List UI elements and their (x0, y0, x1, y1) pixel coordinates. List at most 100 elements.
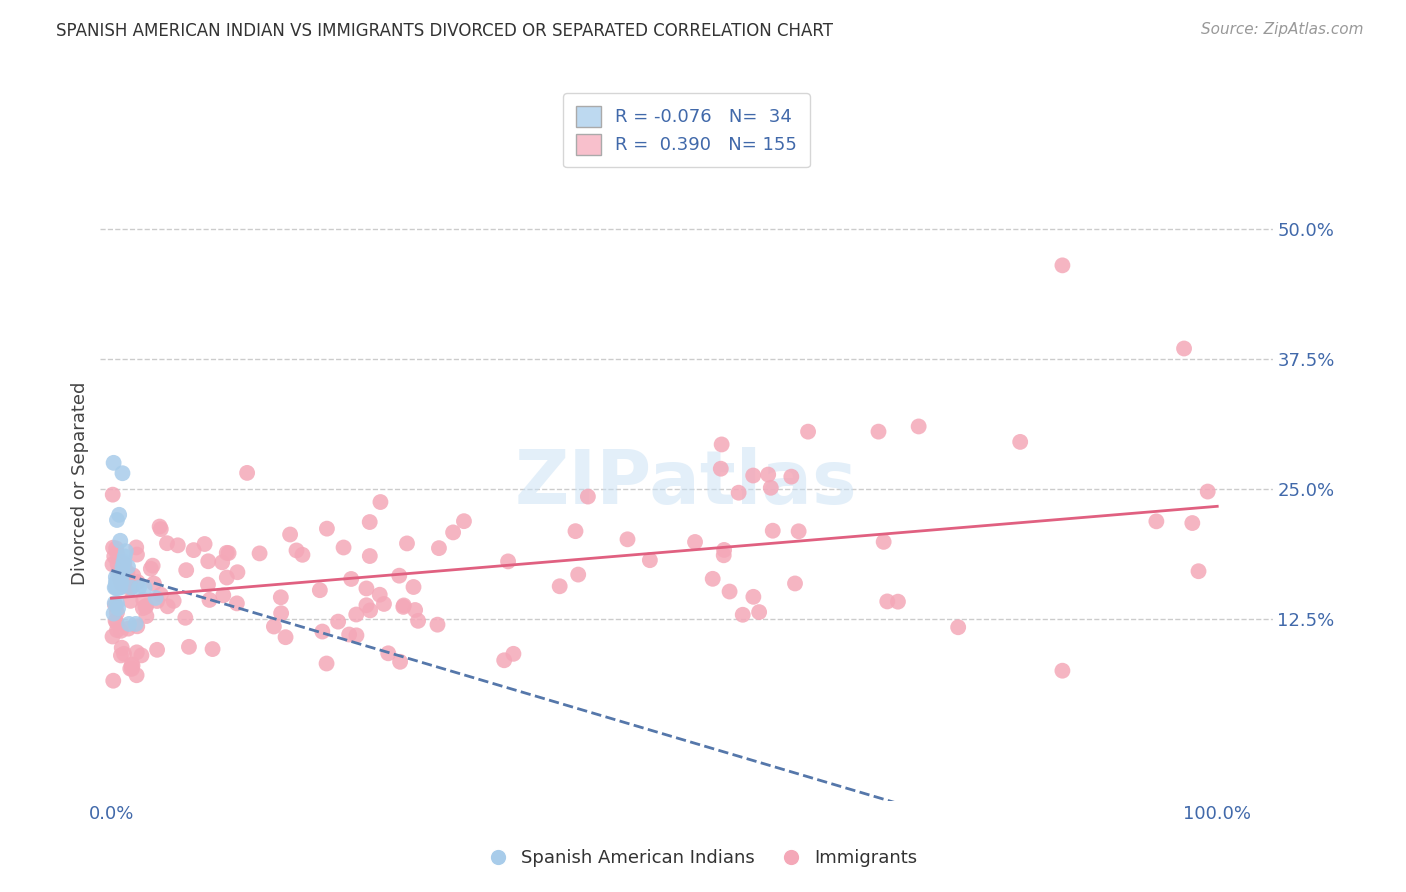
Point (108, 571, 131, 585)
Legend: Spanish American Indians, Immigrants: Spanish American Indians, Immigrants (481, 842, 925, 874)
Point (212, 588, 235, 602)
Point (110, 648, 132, 663)
Point (194, 537, 217, 551)
Point (104, 598, 127, 612)
Point (110, 624, 132, 638)
Point (132, 601, 155, 615)
Point (146, 642, 169, 657)
Point (370, 495, 392, 509)
Point (748, 605, 770, 619)
Point (110, 576, 132, 591)
Point (134, 599, 156, 614)
Point (713, 543, 735, 558)
Text: Source: ZipAtlas.com: Source: ZipAtlas.com (1201, 22, 1364, 37)
Point (389, 655, 412, 669)
Point (114, 544, 136, 558)
Point (368, 588, 391, 602)
Point (392, 599, 415, 614)
Point (120, 581, 142, 595)
Point (107, 565, 129, 579)
Point (166, 538, 188, 552)
Point (340, 572, 363, 586)
Point (1010, 434, 1032, 449)
Point (453, 514, 475, 528)
Point (548, 579, 571, 593)
Point (887, 595, 910, 609)
Point (710, 437, 733, 451)
Point (868, 425, 890, 439)
Point (218, 546, 240, 560)
Point (110, 533, 132, 548)
Point (156, 536, 179, 550)
Point (111, 559, 134, 574)
Point (1187, 564, 1209, 578)
Point (211, 555, 233, 569)
Point (197, 577, 219, 591)
Point (128, 581, 150, 595)
Point (108, 508, 131, 522)
Point (616, 533, 638, 547)
Legend: R = -0.076   N=  34, R =  0.390   N= 155: R = -0.076 N= 34, R = 0.390 N= 155 (562, 94, 810, 168)
Point (315, 657, 337, 671)
Point (122, 568, 145, 582)
Point (787, 524, 810, 539)
Point (759, 481, 782, 495)
Point (198, 593, 221, 607)
Point (121, 658, 143, 673)
Point (110, 575, 132, 590)
Point (263, 619, 285, 633)
Point (131, 648, 153, 663)
Point (105, 623, 128, 637)
Point (103, 456, 125, 470)
Point (104, 596, 127, 610)
Point (101, 558, 124, 572)
Point (149, 588, 172, 602)
Point (146, 594, 169, 608)
Point (225, 596, 247, 610)
Point (118, 616, 141, 631)
Point (105, 547, 128, 561)
Text: ZIPatlas: ZIPatlas (515, 447, 858, 520)
Y-axis label: Divorced or Separated: Divorced or Separated (72, 382, 89, 585)
Point (110, 570, 132, 584)
Point (127, 575, 149, 590)
Point (404, 603, 426, 617)
Point (105, 513, 128, 527)
Point (783, 576, 806, 591)
Point (710, 461, 733, 475)
Point (105, 596, 128, 610)
Point (104, 581, 127, 595)
Point (120, 580, 142, 594)
Point (108, 581, 131, 595)
Point (395, 536, 418, 550)
Point (107, 581, 129, 595)
Point (101, 488, 124, 502)
Point (105, 615, 128, 630)
Point (274, 630, 297, 644)
Point (120, 662, 142, 676)
Point (121, 657, 143, 672)
Point (356, 599, 378, 613)
Point (177, 640, 200, 654)
Point (103, 607, 125, 621)
Point (107, 570, 129, 584)
Point (285, 543, 308, 558)
Point (718, 584, 741, 599)
Point (226, 566, 249, 580)
Point (270, 591, 292, 605)
Point (326, 615, 349, 629)
Point (359, 603, 381, 617)
Point (135, 609, 157, 624)
Point (125, 668, 148, 682)
Point (1144, 514, 1167, 528)
Point (142, 576, 165, 591)
Point (132, 593, 155, 607)
Point (797, 425, 820, 439)
Point (494, 653, 516, 667)
Point (426, 617, 449, 632)
Point (1052, 664, 1074, 678)
Point (270, 606, 292, 620)
Point (125, 645, 148, 659)
Point (114, 549, 136, 564)
Point (104, 614, 127, 628)
